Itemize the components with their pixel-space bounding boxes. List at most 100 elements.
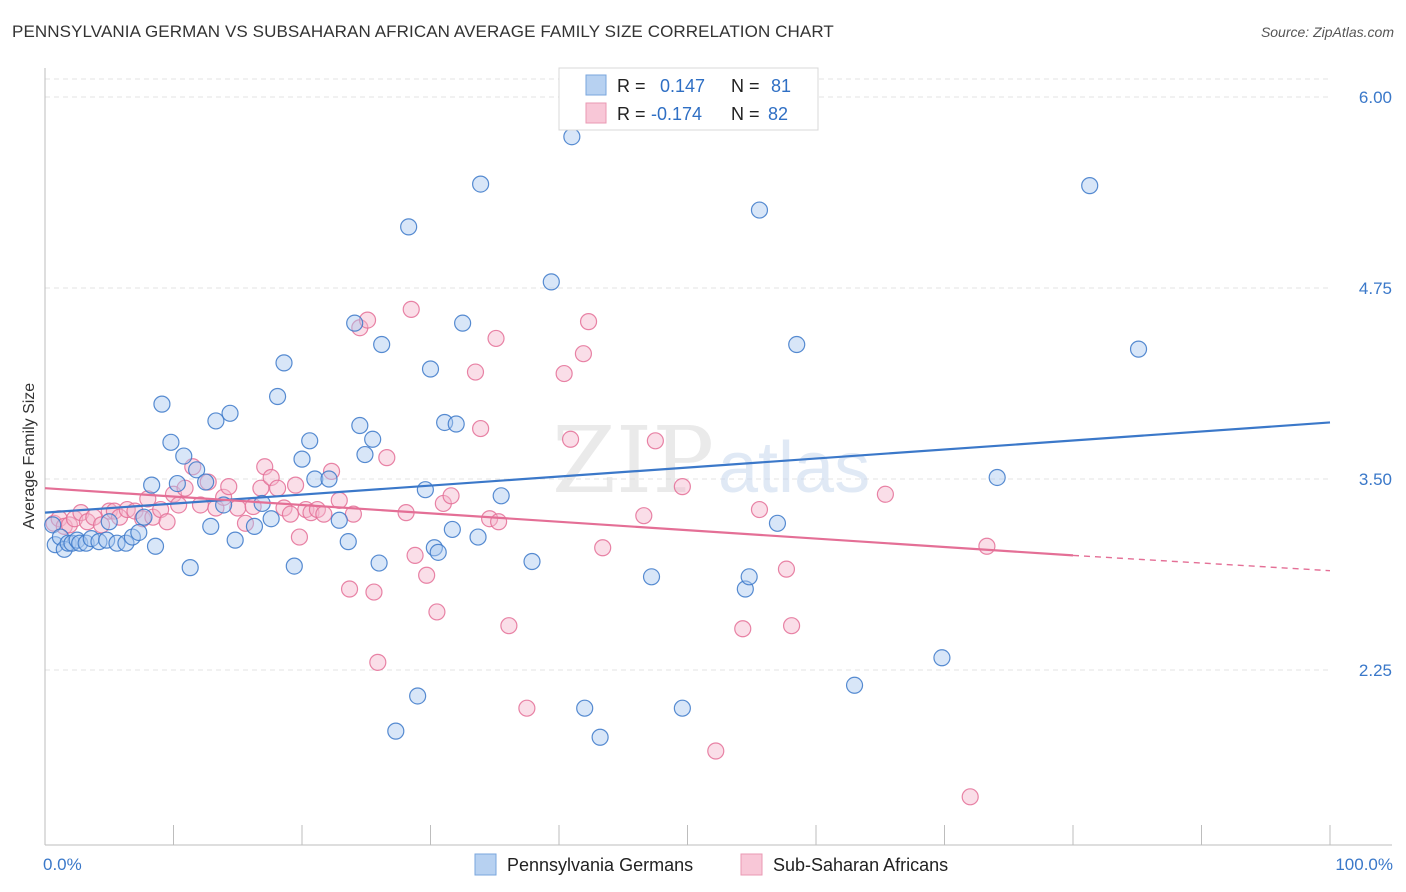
- trend-line-pennsylvania-germans: [44, 421, 1331, 514]
- data-point: [117, 534, 135, 552]
- y-tick-label: 3.50: [1359, 470, 1392, 489]
- data-point: [175, 447, 193, 465]
- data-point: [561, 430, 580, 448]
- bottom-legend-swatch-blue: [474, 853, 497, 876]
- chart-title: PENNSYLVANIA GERMAN VS SUBSAHARAN AFRICA…: [12, 22, 834, 41]
- grid: [45, 78, 1330, 671]
- data-point: [158, 513, 176, 531]
- data-point: [268, 387, 287, 406]
- data-point: [365, 583, 383, 601]
- data-point: [153, 395, 171, 413]
- series-sub-saharan-africans: [45, 300, 996, 806]
- data-point: [281, 505, 300, 523]
- data-point: [293, 450, 311, 468]
- data-point: [256, 458, 274, 476]
- data-point: [346, 314, 364, 332]
- bottom-legend-label-2: Sub-Saharan Africans: [773, 855, 948, 875]
- legend-r-label-2: R =: [617, 104, 646, 124]
- data-point: [315, 505, 333, 523]
- data-point: [555, 364, 573, 383]
- trend-line-sub-saharan-africans: [44, 487, 1074, 557]
- data-point: [876, 485, 894, 503]
- data-point: [782, 617, 801, 635]
- y-tick-label: 4.75: [1359, 279, 1392, 298]
- data-point: [188, 461, 206, 479]
- data-point: [472, 175, 490, 193]
- data-point: [358, 311, 377, 329]
- data-point: [226, 531, 244, 549]
- data-point: [518, 699, 536, 717]
- x-tick-label: 0.0%: [43, 855, 82, 874]
- data-point: [1081, 177, 1099, 195]
- data-point: [777, 560, 796, 578]
- data-point: [130, 523, 148, 542]
- x-tick-labels: 0.0% 100.0%: [43, 855, 1393, 874]
- data-point: [490, 513, 508, 531]
- data-point: [387, 722, 405, 740]
- data-point: [146, 537, 165, 555]
- data-point: [301, 432, 319, 450]
- watermark-atlas: atlas: [718, 428, 870, 508]
- legend-n-label-2: N =: [731, 104, 760, 124]
- data-point: [162, 433, 180, 451]
- data-point: [933, 649, 951, 667]
- data-point: [542, 273, 560, 291]
- data-point: [429, 543, 447, 561]
- data-point: [443, 520, 461, 539]
- data-point: [340, 580, 359, 598]
- data-point: [275, 354, 293, 372]
- data-point: [369, 653, 387, 671]
- x-tick-label: 100.0%: [1335, 855, 1393, 874]
- data-point: [100, 513, 118, 531]
- data-point: [563, 128, 581, 146]
- data-point: [170, 496, 188, 514]
- data-point: [262, 468, 280, 487]
- data-point: [290, 528, 309, 546]
- axes: [44, 68, 1392, 846]
- legend-swatch-blue: [585, 74, 607, 96]
- data-point: [421, 360, 440, 378]
- data-point: [466, 363, 485, 381]
- data-point: [268, 479, 287, 497]
- data-point: [416, 481, 434, 499]
- data-point: [378, 449, 396, 467]
- data-point: [447, 415, 465, 433]
- data-point: [220, 478, 238, 496]
- legend-r-value-2: -0.174: [651, 104, 702, 124]
- data-point: [961, 788, 979, 806]
- data-point: [523, 552, 541, 571]
- data-point: [339, 533, 357, 551]
- data-point: [406, 546, 424, 565]
- data-point: [202, 517, 220, 535]
- data-point: [418, 566, 436, 584]
- data-point: [108, 534, 126, 552]
- y-tick-labels: 2.25 3.50 4.75 6.00: [1359, 88, 1392, 680]
- data-point: [402, 300, 420, 318]
- data-point: [181, 559, 199, 577]
- data-point: [286, 476, 305, 494]
- data-point: [978, 537, 996, 555]
- data-point: [428, 603, 446, 621]
- y-tick-label: 2.25: [1359, 661, 1392, 680]
- data-point: [98, 531, 116, 549]
- data-point: [143, 476, 161, 494]
- data-point: [988, 468, 1006, 487]
- data-point: [734, 620, 752, 638]
- data-point: [1129, 340, 1148, 358]
- legend-n-label-1: N =: [731, 76, 760, 96]
- bottom-legend: Pennsylvania Germans Sub-Saharan African…: [474, 853, 948, 876]
- y-tick-label: 6.00: [1359, 88, 1392, 107]
- trend-lines: [44, 421, 1331, 572]
- data-point: [252, 479, 270, 497]
- data-point: [229, 499, 247, 517]
- data-point: [492, 487, 510, 505]
- data-point: [788, 335, 806, 354]
- data-point: [750, 201, 769, 219]
- data-point: [135, 508, 153, 526]
- data-point: [454, 314, 472, 332]
- legend-swatch-pink: [585, 102, 607, 124]
- data-point: [221, 404, 239, 422]
- data-point: [579, 313, 598, 331]
- series-pennsylvania-germans: [44, 128, 1148, 746]
